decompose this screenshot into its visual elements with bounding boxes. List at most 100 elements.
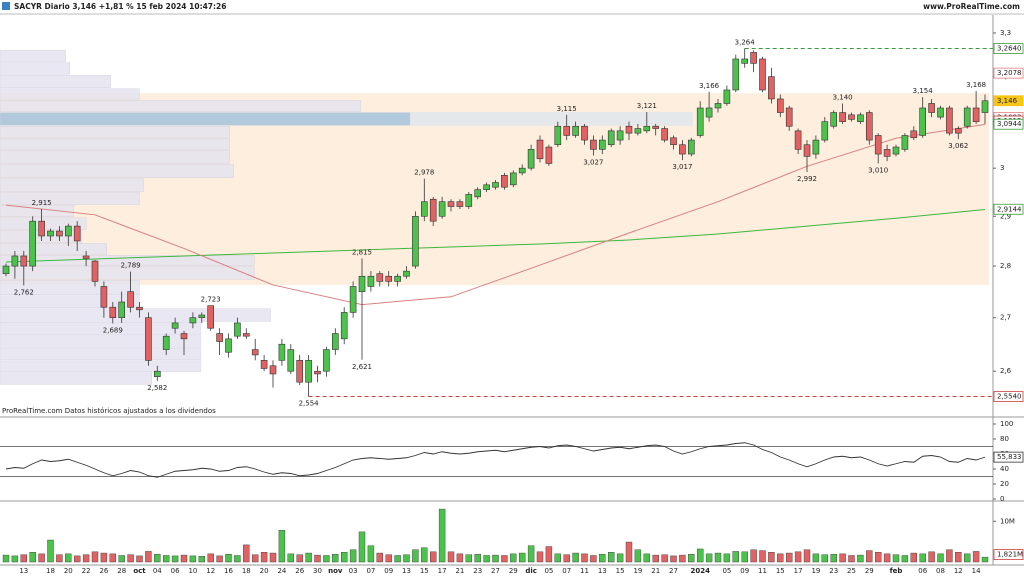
- candle-body: [47, 230, 54, 237]
- volume-bar: [91, 551, 99, 563]
- volume-bar: [198, 556, 206, 563]
- volume-bar: [412, 549, 419, 563]
- candle-body: [830, 112, 838, 127]
- x-tick-label: 09: [384, 567, 393, 575]
- volume-profile-bar: [0, 88, 140, 100]
- price-marker-box: [993, 203, 1024, 215]
- x-tick-label: feb: [890, 567, 903, 575]
- volume-bar: [11, 555, 19, 563]
- volume-profile-bar: [0, 295, 140, 308]
- volume-bar: [189, 555, 197, 563]
- volume-profile-bar: [0, 112, 411, 126]
- volume-bar: [723, 553, 731, 563]
- x-tick-label: 11: [758, 567, 767, 575]
- candle-body: [287, 349, 295, 372]
- extreme-label: 3,062: [948, 142, 968, 150]
- volume-bar: [572, 552, 579, 563]
- price-marker-box: [993, 67, 1024, 79]
- volume-bar: [109, 553, 117, 563]
- volume-bar: [269, 552, 277, 563]
- candle-body: [162, 335, 170, 350]
- candle-body: [340, 312, 348, 340]
- candle-body: [563, 125, 571, 136]
- y-tick-label: 2,9: [1000, 212, 1011, 220]
- x-tick-label: 06: [918, 567, 927, 575]
- volume-bar: [456, 553, 464, 563]
- price-marker-label: 2,5540: [997, 393, 1022, 401]
- x-tick-label: 16: [224, 567, 233, 575]
- candle-body: [768, 76, 775, 100]
- x-tick-label: 05: [544, 567, 553, 575]
- candle-body: [919, 107, 927, 136]
- extreme-label: 3,027: [583, 158, 603, 166]
- volume-profile-bar: [0, 126, 230, 138]
- candle-body: [234, 322, 241, 337]
- x-tick-label: 05: [722, 567, 731, 575]
- volume-bar: [278, 530, 286, 563]
- candle-body: [2, 265, 10, 274]
- extreme-label: 2,789: [121, 262, 141, 270]
- x-tick-label: 13: [19, 567, 28, 575]
- candle-body: [91, 260, 99, 282]
- candle-body: [536, 139, 544, 160]
- candle-body: [679, 144, 686, 155]
- volume-bar: [599, 554, 606, 563]
- candle-body: [65, 225, 72, 237]
- volume-bar: [608, 552, 615, 563]
- candle-body: [963, 107, 971, 127]
- candle-body: [865, 112, 873, 141]
- candle-body: [367, 275, 375, 287]
- candle-body: [136, 306, 143, 311]
- volume-bar: [73, 555, 81, 563]
- x-tick-label: 09: [740, 567, 749, 575]
- candle-body: [314, 370, 321, 375]
- candle-body: [741, 58, 749, 64]
- header-source: www.ProRealTime.com: [923, 2, 1020, 11]
- volume-bar: [510, 553, 517, 563]
- rsi-line: [5, 442, 986, 478]
- header-title: SACYR Diario 3,146 +1,81 % 15 feb 2024 1…: [14, 2, 226, 11]
- volume-profile-bar: [0, 266, 255, 280]
- x-tick-label: 23: [473, 567, 482, 575]
- volume-bar: [803, 549, 811, 563]
- x-tick-label: 08: [936, 567, 945, 575]
- x-tick-label: 13: [402, 567, 411, 575]
- volume-bar: [118, 555, 125, 563]
- volume-bar: [296, 554, 303, 563]
- volume-marker-label: 1,821M: [997, 551, 1023, 559]
- price-marker-label: 3,2640: [997, 45, 1022, 53]
- volume-bar: [225, 554, 232, 563]
- x-tick-label: oct: [133, 567, 146, 575]
- candle-body: [331, 333, 339, 350]
- candle-body: [38, 220, 45, 237]
- x-tick-label: 18: [242, 567, 251, 575]
- volume-bar: [652, 554, 659, 563]
- volume-bar: [972, 551, 980, 563]
- x-tick-label: 26: [99, 567, 108, 575]
- candle-body: [732, 58, 740, 91]
- x-tick-label: 27: [669, 567, 678, 575]
- candle-body: [225, 338, 232, 353]
- volume-profile-bar: [0, 360, 202, 373]
- candle-body: [100, 286, 108, 308]
- candle-body: [857, 114, 864, 122]
- extreme-label: 3,017: [672, 163, 692, 171]
- volume-bar: [100, 552, 108, 563]
- volume-bar: [385, 554, 392, 563]
- candle-body: [723, 89, 731, 104]
- volume-bar: [287, 553, 294, 563]
- volume-bar: [554, 553, 561, 563]
- volume-profile-bar: [0, 138, 230, 150]
- volume-bar: [848, 555, 855, 563]
- candle-body: [56, 230, 63, 237]
- extreme-label: 3,166: [699, 82, 720, 90]
- x-tick-label: 28: [117, 567, 126, 575]
- volume-bar: [964, 553, 971, 563]
- volume-profile-bar: [0, 192, 140, 205]
- volume-bar: [786, 552, 793, 563]
- candle-body: [127, 291, 134, 308]
- volume-bar: [830, 554, 837, 563]
- x-tick-label: 19: [633, 567, 642, 575]
